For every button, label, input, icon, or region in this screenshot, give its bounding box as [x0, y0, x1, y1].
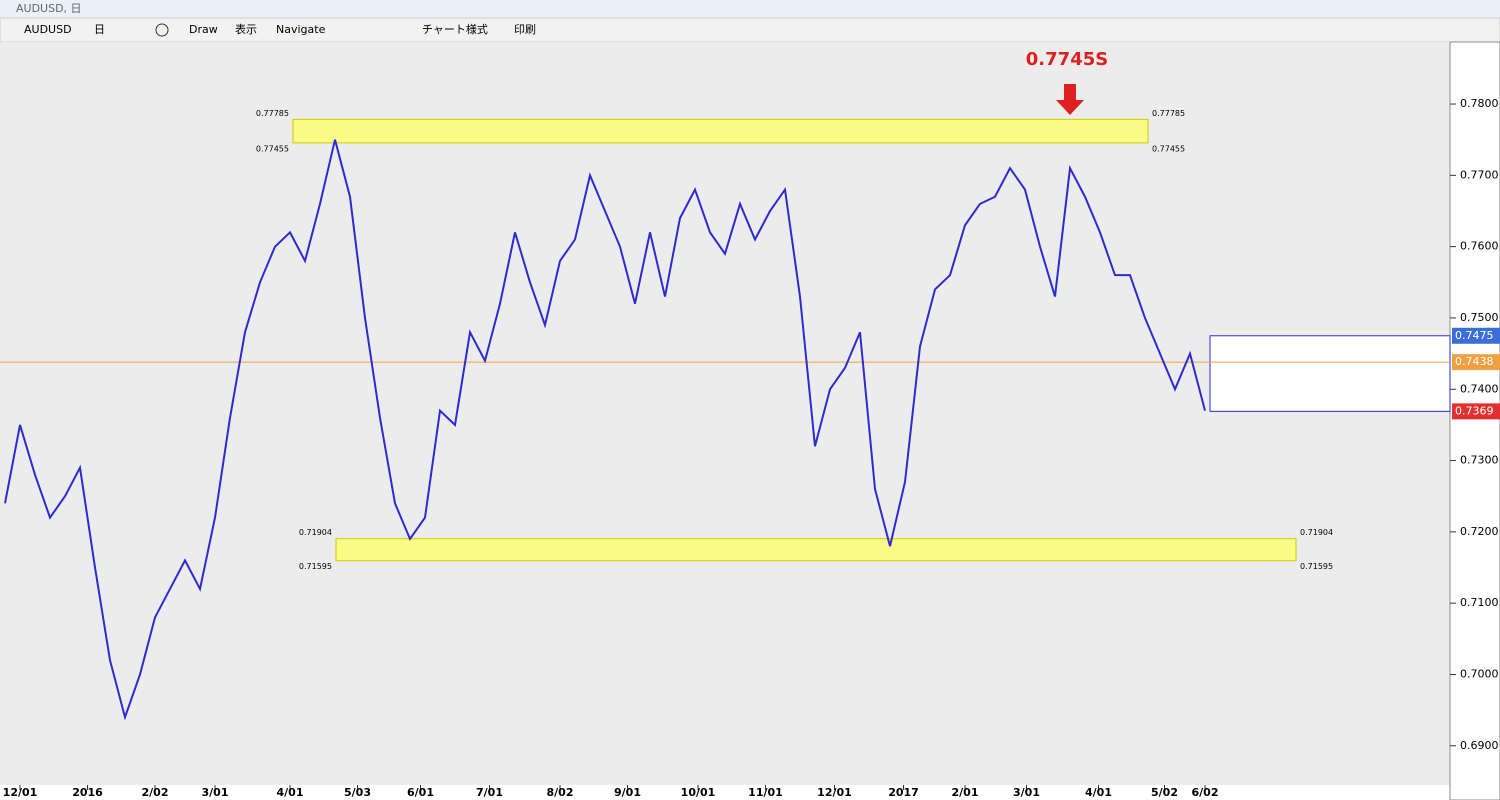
y-tick-label: 0.7800 — [1460, 97, 1499, 110]
y-tick-label: 0.7400 — [1460, 382, 1499, 395]
y-tick-label: 0.6900 — [1460, 739, 1499, 752]
tool[interactable]: Navigate — [276, 23, 326, 36]
period[interactable]: 日 — [94, 23, 105, 36]
x-tick-label: 2/01 — [952, 786, 979, 799]
price-axis — [1449, 41, 1500, 800]
y-tick-label: 0.7500 — [1460, 311, 1499, 324]
tool[interactable]: チャート様式 — [422, 22, 488, 36]
x-tick-label: 12/01 — [817, 786, 852, 799]
tool[interactable]: Draw — [189, 23, 218, 36]
x-tick-label: 7/01 — [476, 786, 503, 799]
y-tick-label: 0.7600 — [1460, 240, 1499, 253]
x-tick-label: 2016 — [72, 786, 103, 799]
y-tick-label: 0.7200 — [1460, 525, 1499, 538]
zone-label: 0.71595 — [1300, 562, 1333, 571]
price-tag — [1452, 403, 1500, 420]
y-tick-label: 0.7700 — [1460, 168, 1499, 181]
x-tick-label: 5/03 — [344, 786, 371, 799]
price-line-series — [4, 139, 1206, 721]
x-tick-label: 3/01 — [1013, 786, 1040, 799]
x-tick-label: 6/01 — [407, 786, 434, 799]
price-tag-label: 0.7369 — [1455, 404, 1494, 417]
price-tag — [1452, 354, 1500, 371]
current-range — [1209, 335, 1451, 412]
window-title: AUDUSD, 日 — [16, 2, 82, 15]
zone-label: 0.77455 — [256, 144, 289, 153]
annotation: 0.7745S — [1026, 49, 1108, 70]
x-tick-label: 4/01 — [277, 786, 304, 799]
symbol[interactable]: AUDUSD — [24, 23, 72, 36]
zone-label: 0.77785 — [1152, 109, 1185, 118]
zone-label: 0.77785 — [256, 109, 289, 118]
x-tick-label: 6/02 — [1192, 786, 1219, 799]
zone-label: 0.71904 — [299, 528, 332, 537]
zone-label: 0.77455 — [1152, 144, 1185, 153]
toolbar — [0, 17, 1500, 43]
zone — [335, 538, 1297, 562]
x-tick-label: 4/01 — [1085, 786, 1112, 799]
y-tick-label: 0.7000 — [1460, 667, 1499, 680]
y-tick-label: 0.7300 — [1460, 454, 1499, 467]
x-tick-label: 9/01 — [614, 786, 641, 799]
arrow — [1056, 84, 1084, 115]
price-tag-label: 0.7475 — [1455, 329, 1494, 342]
circle-tool[interactable] — [155, 23, 169, 37]
tool[interactable]: 表示 — [235, 22, 257, 36]
tool[interactable]: 印刷 — [514, 23, 536, 36]
plot-area — [0, 42, 1450, 785]
x-tick-label: 2/02 — [142, 786, 169, 799]
price-tag — [1452, 327, 1500, 344]
x-tick-label: 10/01 — [681, 786, 716, 799]
zone-label: 0.71904 — [1300, 528, 1333, 537]
x-tick-label: 2017 — [888, 786, 919, 799]
zone-label: 0.71595 — [299, 562, 332, 571]
y-tick-label: 0.7100 — [1460, 596, 1499, 609]
x-tick-label: 3/01 — [202, 786, 229, 799]
price-tag-label: 0.7438 — [1455, 355, 1494, 368]
x-tick-label: 11/01 — [748, 786, 783, 799]
x-tick-label: 8/02 — [547, 786, 574, 799]
x-tick-label: 12/01 — [3, 786, 38, 799]
zone — [292, 118, 1149, 144]
x-tick-label: 5/02 — [1151, 786, 1178, 799]
title-bar — [0, 0, 1500, 18]
